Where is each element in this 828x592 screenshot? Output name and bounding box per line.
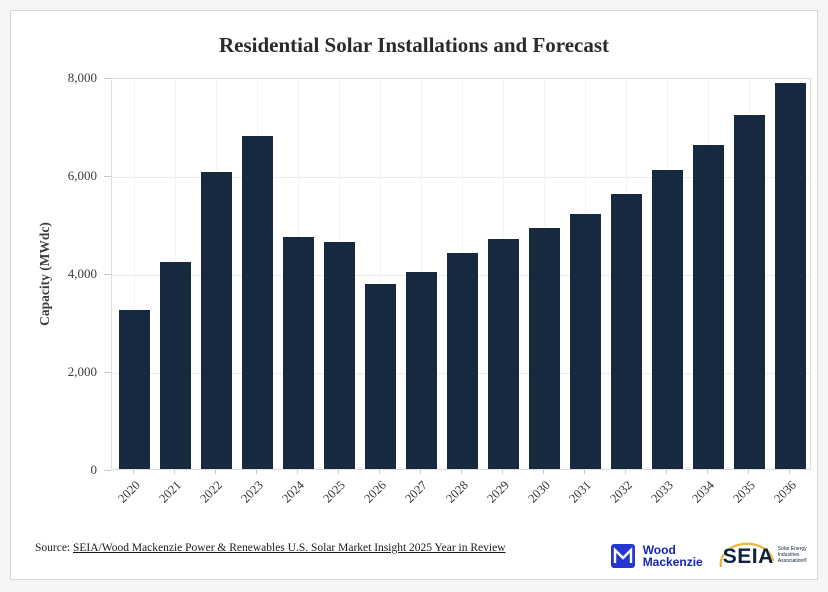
x-tick-label-2030: 2030	[525, 478, 553, 506]
x-tick-label-2031: 2031	[566, 478, 594, 506]
x-tick-mark	[338, 470, 339, 474]
x-tick-mark	[707, 470, 708, 474]
x-tick-mark	[420, 470, 421, 474]
logo-row: Wood Mackenzie SEIA Solar Energy Industr…	[610, 535, 807, 577]
seia-tagline: Solar Energy Industries Association®	[777, 545, 807, 564]
source-note: Source: SEIA/Wood Mackenzie Power & Rene…	[35, 542, 506, 554]
x-tick-label-2024: 2024	[279, 478, 307, 506]
x-tick-mark	[215, 470, 216, 474]
bar-2028	[446, 253, 478, 469]
x-tick-mark	[543, 470, 544, 474]
bar-2021	[159, 261, 191, 469]
x-tick-mark	[133, 470, 134, 474]
seia-wordmark: SEIA	[722, 544, 774, 568]
source-link[interactable]: SEIA/Wood Mackenzie Power & Renewables U…	[73, 542, 506, 554]
x-tick-mark	[379, 470, 380, 474]
seia-arc-icon	[719, 542, 774, 567]
x-tick-mark	[584, 470, 585, 474]
x-tick-mark	[461, 470, 462, 474]
y-tick-label: 8,000	[67, 70, 97, 85]
x-tick-label-2027: 2027	[402, 478, 430, 506]
bar-2031	[569, 214, 601, 469]
y-tick-label: 6,000	[67, 168, 97, 183]
bar-2035	[733, 114, 765, 469]
y-tick-label: 0	[90, 462, 98, 477]
x-tick-label-2036: 2036	[771, 478, 799, 506]
bar-2024	[282, 237, 314, 469]
bar-2027	[405, 271, 437, 469]
x-tick-label-2032: 2032	[607, 478, 635, 506]
x-tick-label-2029: 2029	[484, 478, 512, 506]
wood-mackenzie-wordmark: Wood Mackenzie	[642, 543, 703, 569]
x-tick-mark	[297, 470, 298, 474]
x-tick-mark	[174, 470, 175, 474]
wood-mackenzie-mark-icon	[610, 544, 635, 568]
y-tick-mark	[104, 274, 111, 275]
y-tick-mark	[104, 176, 111, 177]
x-tick-label-2033: 2033	[648, 478, 676, 506]
bar-2036	[774, 83, 806, 469]
bar-2030	[528, 228, 560, 469]
x-tick-label-2028: 2028	[443, 478, 471, 506]
x-tick-label-2021: 2021	[156, 478, 184, 506]
y-tick-mark	[104, 78, 111, 79]
x-tick-label-2023: 2023	[238, 478, 266, 506]
bar-2025	[323, 241, 355, 469]
bar-2020	[118, 309, 150, 469]
bar-2033	[651, 170, 683, 469]
bar-2026	[364, 283, 396, 469]
bar-2034	[692, 145, 724, 469]
chart-title: Residential Solar Installations and Fore…	[218, 33, 610, 57]
gridline-y	[112, 177, 810, 178]
wood-mackenzie-logo: Wood Mackenzie	[610, 543, 703, 569]
bar-2022	[200, 172, 232, 469]
x-tick-mark	[748, 470, 749, 474]
gridline-x	[134, 79, 135, 469]
x-tick-label-2020: 2020	[115, 478, 143, 506]
source-prefix: Source:	[35, 542, 71, 554]
x-tick-mark	[666, 470, 667, 474]
x-tick-label-2025: 2025	[320, 478, 348, 506]
y-tick-mark	[104, 372, 111, 373]
bar-2023	[241, 135, 273, 469]
bar-2032	[610, 194, 642, 469]
x-tick-mark	[256, 470, 257, 474]
x-tick-label-2026: 2026	[361, 478, 389, 506]
seia-logo: SEIA Solar Energy Industries Association…	[719, 542, 807, 568]
x-tick-label-2035: 2035	[730, 478, 758, 506]
y-tick-label: 4,000	[67, 266, 97, 281]
x-tick-label-2022: 2022	[197, 478, 225, 506]
gridline-x	[380, 79, 381, 469]
plot-area	[111, 78, 811, 470]
x-tick-mark	[789, 470, 790, 474]
bar-2029	[487, 238, 519, 469]
x-tick-mark	[625, 470, 626, 474]
x-tick-label-2034: 2034	[689, 478, 717, 506]
figure-frame: Residential Solar Installations and Fore…	[10, 10, 818, 580]
x-tick-mark	[502, 470, 503, 474]
y-tick-mark	[104, 470, 111, 471]
y-tick-label: 2,000	[67, 364, 97, 379]
